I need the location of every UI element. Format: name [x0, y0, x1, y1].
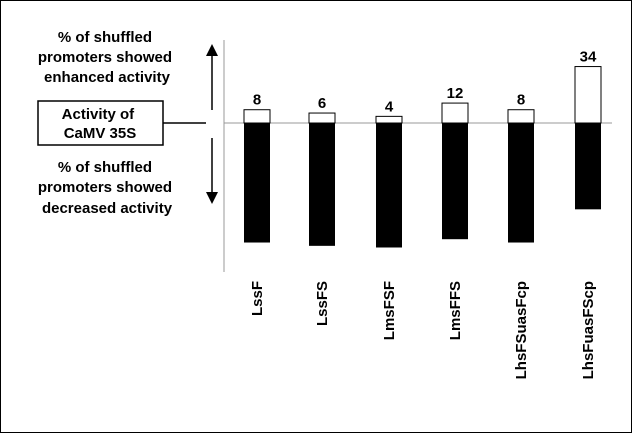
data-label-LmsFSF: 4 — [385, 98, 394, 115]
bar-negative-LhsFuasFScp — [575, 123, 601, 210]
baseline-box — [37, 100, 164, 146]
data-label-LssFS: 6 — [318, 95, 326, 112]
baseline-line-1: Activity of — [62, 106, 136, 123]
category-label-LssF: LssF — [249, 281, 266, 316]
bar-negative-LhsFSuasFcp — [508, 123, 534, 243]
category-label-LmsFFS: LmsFFS — [447, 281, 464, 340]
decreased-annotation: % of shuffled promoters showed decreased… — [38, 159, 176, 217]
baseline-line-2: CaMV 35S — [64, 125, 137, 142]
bar-positive-LmsFFS — [441, 102, 469, 124]
bar-negative-LmsFSF — [376, 123, 402, 248]
data-label-LhsFSuasFcp: 8 — [517, 92, 525, 109]
data-label-LmsFFS: 12 — [447, 85, 464, 102]
bar-positive-LhsFuasFScp — [574, 66, 602, 124]
enhanced-line-1: % of shuffled — [58, 29, 152, 46]
bar-positive-LssFS — [308, 112, 336, 124]
bar-negative-LmsFFS — [442, 123, 468, 240]
bar-negative-LssFS — [309, 123, 335, 246]
baseline-annotation: Activity of CaMV 35S — [62, 106, 139, 142]
labels-group: 8 LssF 6 LssFS 4 LmsFSF 12 LmsFFS 8 LhsFSuasFcp 34… — [249, 49, 597, 380]
category-label-LhsFuasFScp: LhsFuasFScp — [580, 281, 597, 379]
data-label-LhsFuasFScp: 34 — [580, 49, 597, 66]
decreased-line-1: % of shuffled — [58, 159, 152, 176]
category-label-LhsFSuasFcp: LhsFSuasFcp — [513, 281, 530, 379]
bar-positive-LmsFSF — [375, 115, 403, 124]
decreased-line-3: decreased activity — [42, 200, 173, 217]
enhanced-annotation: % of shuffled promoters showed enhanced … — [38, 29, 176, 86]
bar-positive-LhsFSuasFcp — [507, 109, 535, 124]
category-label-LmsFSF: LmsFSF — [381, 281, 398, 340]
bars-group — [243, 66, 602, 248]
bar-positive-LssF — [243, 109, 271, 124]
enhanced-line-2: promoters showed — [38, 49, 172, 66]
decreased-line-2: promoters showed — [38, 179, 172, 196]
category-label-LssFS: LssFS — [314, 281, 331, 326]
enhanced-line-3: enhanced activity — [44, 69, 171, 86]
bar-negative-LssF — [244, 123, 270, 243]
data-label-LssF: 8 — [253, 92, 261, 109]
